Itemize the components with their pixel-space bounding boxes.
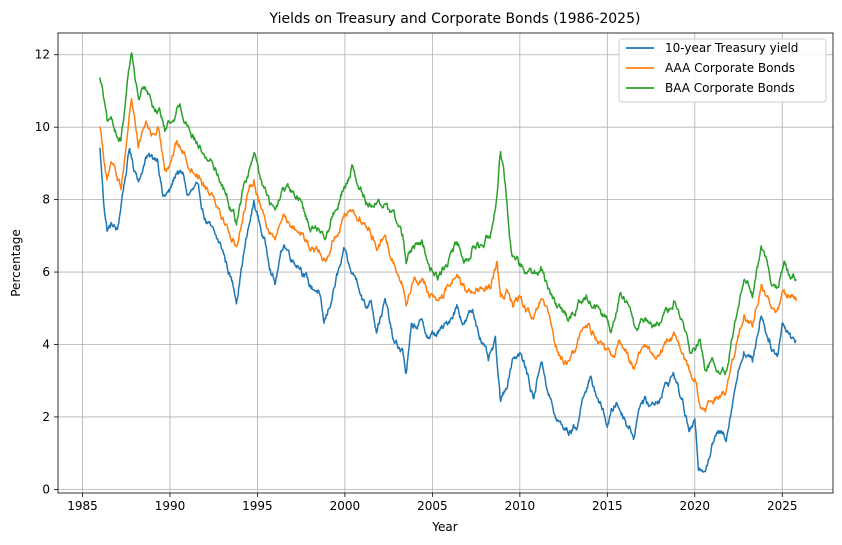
x-tick-label: 2005 <box>417 499 448 513</box>
y-tick-label: 8 <box>42 193 50 207</box>
series-layer <box>99 52 797 473</box>
y-tick-label: 0 <box>42 482 50 496</box>
x-axis-title: Year <box>431 520 457 534</box>
x-tick-label: 2015 <box>592 499 623 513</box>
grid <box>58 33 833 493</box>
series-line <box>99 52 797 376</box>
y-tick-label: 2 <box>42 410 50 424</box>
x-tick-label: 2020 <box>680 499 711 513</box>
chart-title: Yields on Treasury and Corporate Bonds (… <box>269 11 641 27</box>
x-tick-label: 2000 <box>330 499 361 513</box>
legend-label: AAA Corporate Bonds <box>665 61 795 75</box>
x-tick-label: 2010 <box>505 499 536 513</box>
x-tick-label: 1995 <box>242 499 273 513</box>
y-tick-label: 4 <box>42 337 50 351</box>
legend-box <box>618 38 827 103</box>
legend-label: 10-year Treasury yield <box>665 41 798 55</box>
plot-frame <box>57 32 834 494</box>
series-line <box>99 147 797 473</box>
x-tick-label: 2025 <box>767 499 798 513</box>
y-tick-label: 12 <box>35 48 50 62</box>
series-line <box>99 97 797 413</box>
x-tick-label: 1990 <box>155 499 186 513</box>
y-tick-label: 6 <box>42 265 50 279</box>
legend: 10-year Treasury yield AAA Corporate Bond… <box>618 38 827 103</box>
legend-label: BAA Corporate Bonds <box>665 81 795 95</box>
x-tick-label: 1985 <box>67 499 98 513</box>
axis-ticks: 1985 1990 1995 2000 2005 2010 2015 2020 2025 0 2 4 6… <box>35 48 798 513</box>
y-axis-title: Percentage <box>9 229 23 297</box>
y-tick-label: 10 <box>35 120 50 134</box>
